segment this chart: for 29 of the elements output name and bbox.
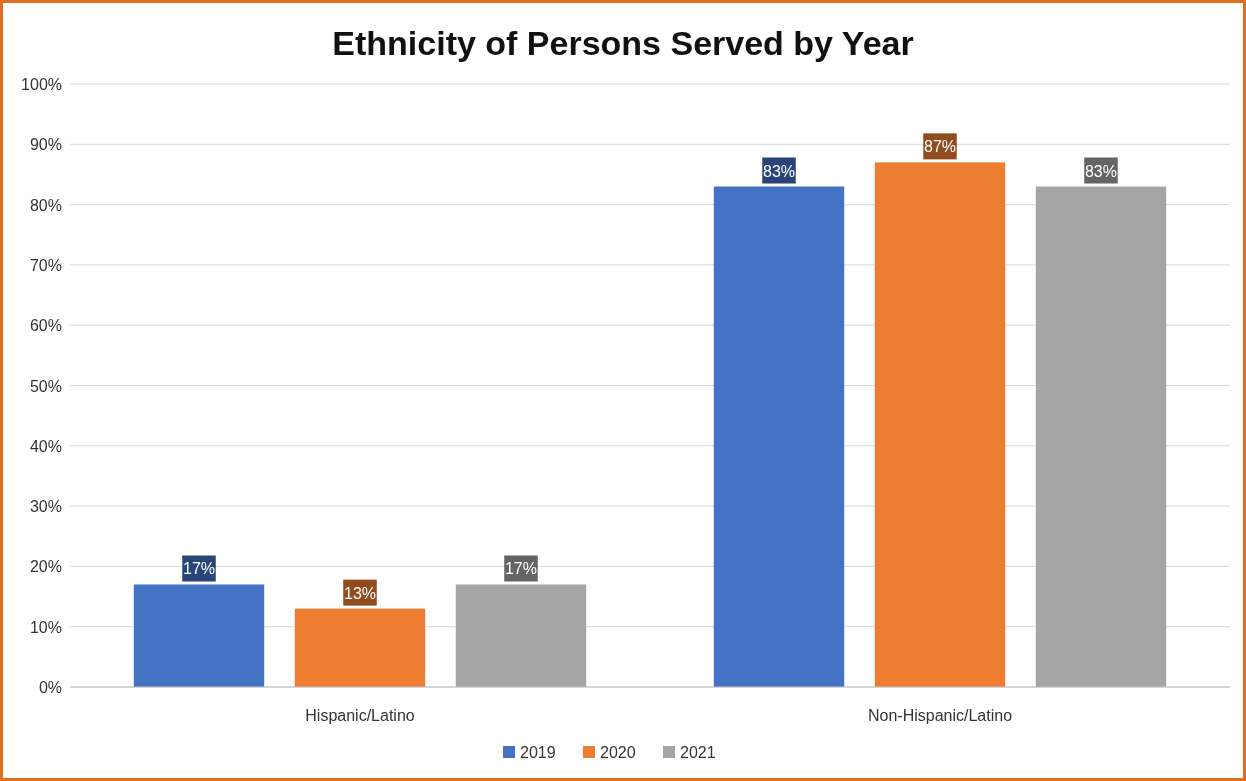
bar	[294, 608, 426, 687]
x-tick-label: Hispanic/Latino	[305, 707, 415, 724]
bar	[1035, 186, 1167, 687]
data-label: 83%	[1084, 162, 1118, 180]
legend-label: 2019	[520, 744, 556, 761]
y-tick-label: 90%	[29, 136, 62, 154]
legend-label: 2020	[600, 744, 636, 761]
bar	[874, 162, 1006, 687]
y-tick-label: 20%	[29, 558, 62, 576]
y-tick-label: 0%	[38, 679, 62, 696]
bar	[455, 584, 587, 687]
x-tick-label: Non-Hispanic/Latino	[867, 707, 1013, 724]
data-label: 87%	[923, 138, 957, 156]
bar	[713, 186, 845, 687]
y-tick-label: 60%	[29, 317, 62, 335]
y-tick-label: 70%	[29, 256, 62, 274]
y-tick-label: 30%	[29, 498, 62, 516]
data-label: 13%	[343, 584, 377, 602]
y-tick-label: 80%	[29, 196, 62, 214]
chart-title: Ethnicity of Persons Served by Year	[332, 24, 914, 62]
legend-label: 2021	[680, 744, 716, 761]
y-tick-label: 40%	[29, 437, 62, 455]
data-label: 17%	[182, 560, 216, 578]
data-label: 17%	[504, 560, 538, 578]
y-tick-label: 10%	[29, 618, 62, 636]
bar	[133, 584, 265, 687]
data-label: 83%	[762, 162, 796, 180]
y-tick-label: 100%	[21, 76, 62, 93]
y-tick-label: 50%	[29, 377, 62, 395]
